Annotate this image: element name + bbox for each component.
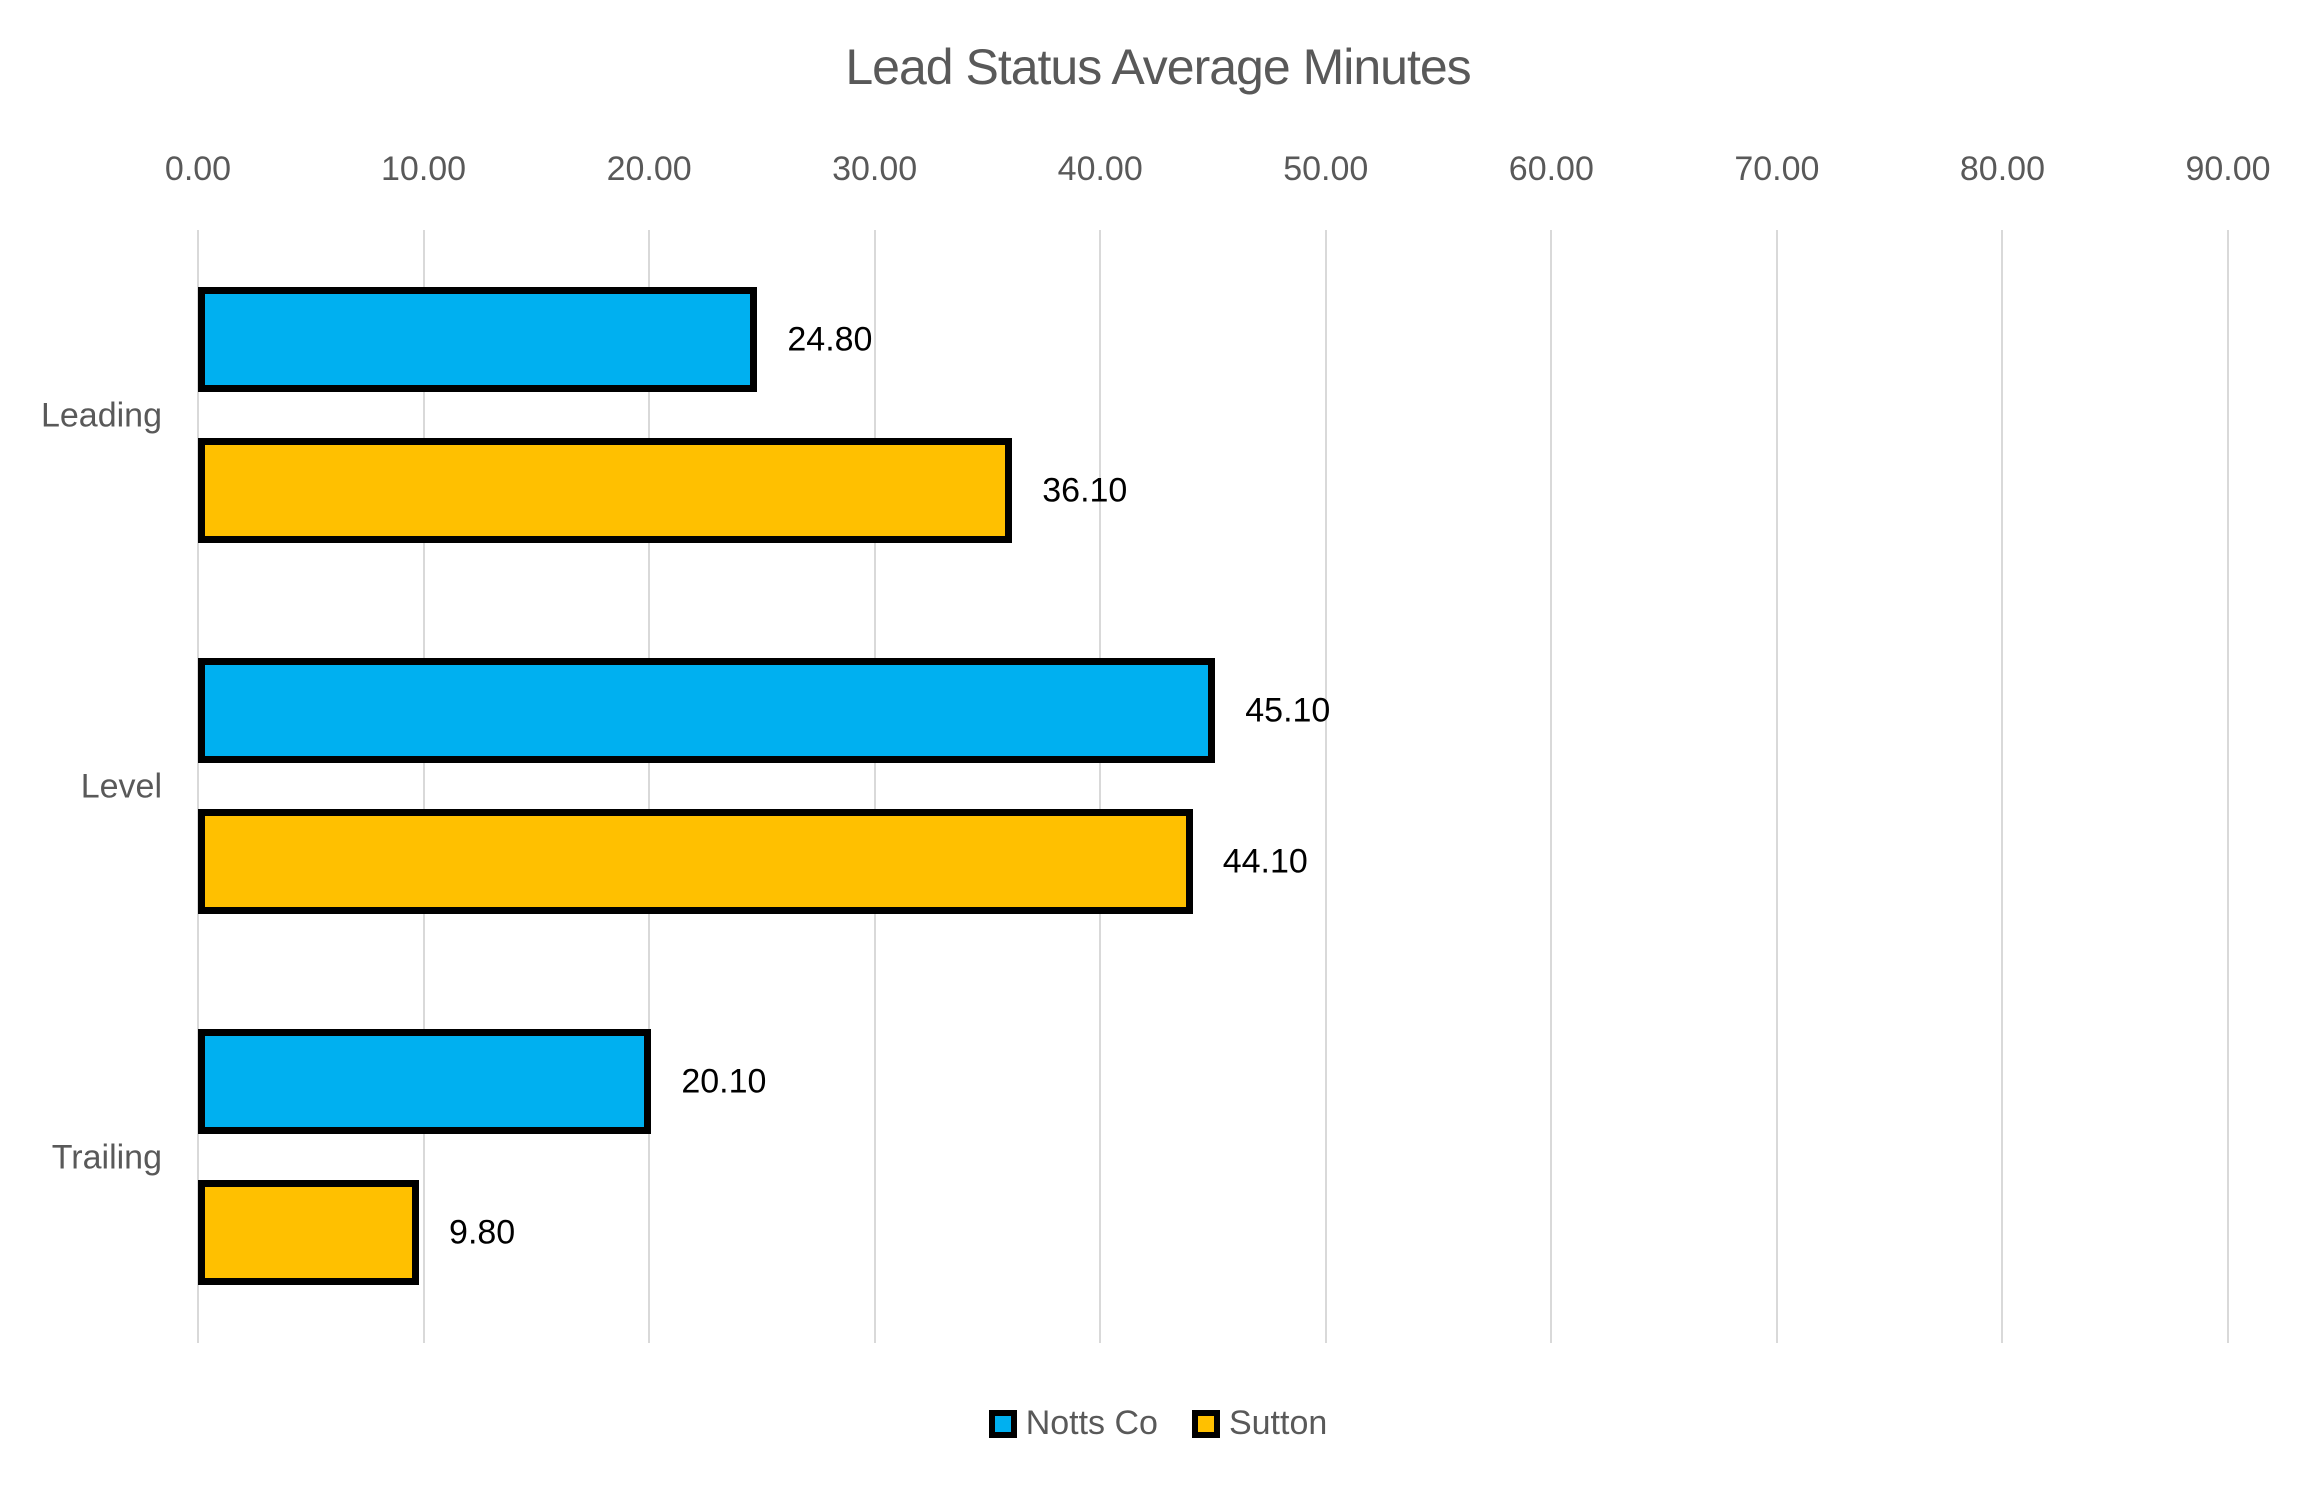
bar-notts-co-leading (198, 287, 758, 392)
chart-title: Lead Status Average Minutes (845, 39, 1471, 95)
category-label-leading: Leading (40, 396, 162, 435)
legend-marker-notts-co (988, 1409, 1017, 1438)
gridline (422, 230, 425, 1343)
gridline (1775, 230, 1778, 1343)
x-axis-tick-label: 30.00 (832, 150, 918, 188)
x-axis-tick-label: 70.00 (1734, 150, 1820, 188)
x-axis-tick-label: 40.00 (1057, 150, 1143, 188)
bar-value-label: 24.80 (787, 320, 873, 359)
category-label-level: Level (80, 767, 162, 806)
bar-sutton-trailing (198, 1180, 420, 1285)
y-axis: Leading Level Trailing (0, 230, 162, 1343)
category-group-leading: 24.80 36.10 (198, 230, 2228, 601)
bar-value-label: 44.10 (1222, 842, 1308, 881)
x-axis-tick-label: 80.00 (1959, 150, 2045, 188)
bar-notts-co-trailing (198, 1029, 652, 1134)
bar-notts-co-level (198, 658, 1216, 763)
x-axis-tick-label: 50.00 (1283, 150, 1369, 188)
gridline (2227, 230, 2229, 1343)
bar-value-label: 45.10 (1245, 691, 1331, 730)
bar-value-label: 36.10 (1042, 471, 1128, 510)
legend: Notts Co Sutton (0, 1404, 2316, 1443)
category-group-trailing: 20.10 9.80 (198, 972, 2228, 1343)
legend-item-notts-co: Notts Co (988, 1404, 1158, 1443)
x-axis-tick-label: 20.00 (606, 150, 692, 188)
legend-marker-sutton (1191, 1409, 1220, 1438)
bar-sutton-level (198, 809, 1193, 914)
gridline (1550, 230, 1553, 1343)
bar-value-label: 20.10 (681, 1062, 767, 1101)
gridline (648, 230, 651, 1343)
plot-area: 24.80 36.10 45.10 44.10 20.10 9.80 (197, 230, 2229, 1343)
gridline (1324, 230, 1327, 1343)
x-axis-tick-label: 10.00 (381, 150, 467, 188)
legend-item-sutton: Sutton (1191, 1404, 1328, 1443)
x-axis-tick-label: 0.00 (164, 150, 232, 188)
category-label-trailing: Trailing (51, 1138, 162, 1177)
gridline (873, 230, 876, 1343)
category-group-level: 45.10 44.10 (198, 601, 2228, 972)
legend-label: Sutton (1228, 1404, 1328, 1442)
gridline (1099, 230, 1102, 1343)
bar-sutton-leading (198, 438, 1013, 543)
bar-value-label: 9.80 (449, 1213, 516, 1252)
gridline (197, 230, 199, 1343)
x-axis: 0.00 10.00 20.00 30.00 40.00 50.00 60.00 70.00 8… (165, 150, 2271, 192)
bar-groups: 24.80 36.10 45.10 44.10 20.10 9.80 (198, 230, 2228, 1343)
gridline (2001, 230, 2004, 1343)
legend-label: Notts Co (1025, 1404, 1158, 1442)
x-axis-tick-label: 60.00 (1508, 150, 1594, 188)
x-axis-tick-label: 90.00 (2185, 150, 2271, 188)
